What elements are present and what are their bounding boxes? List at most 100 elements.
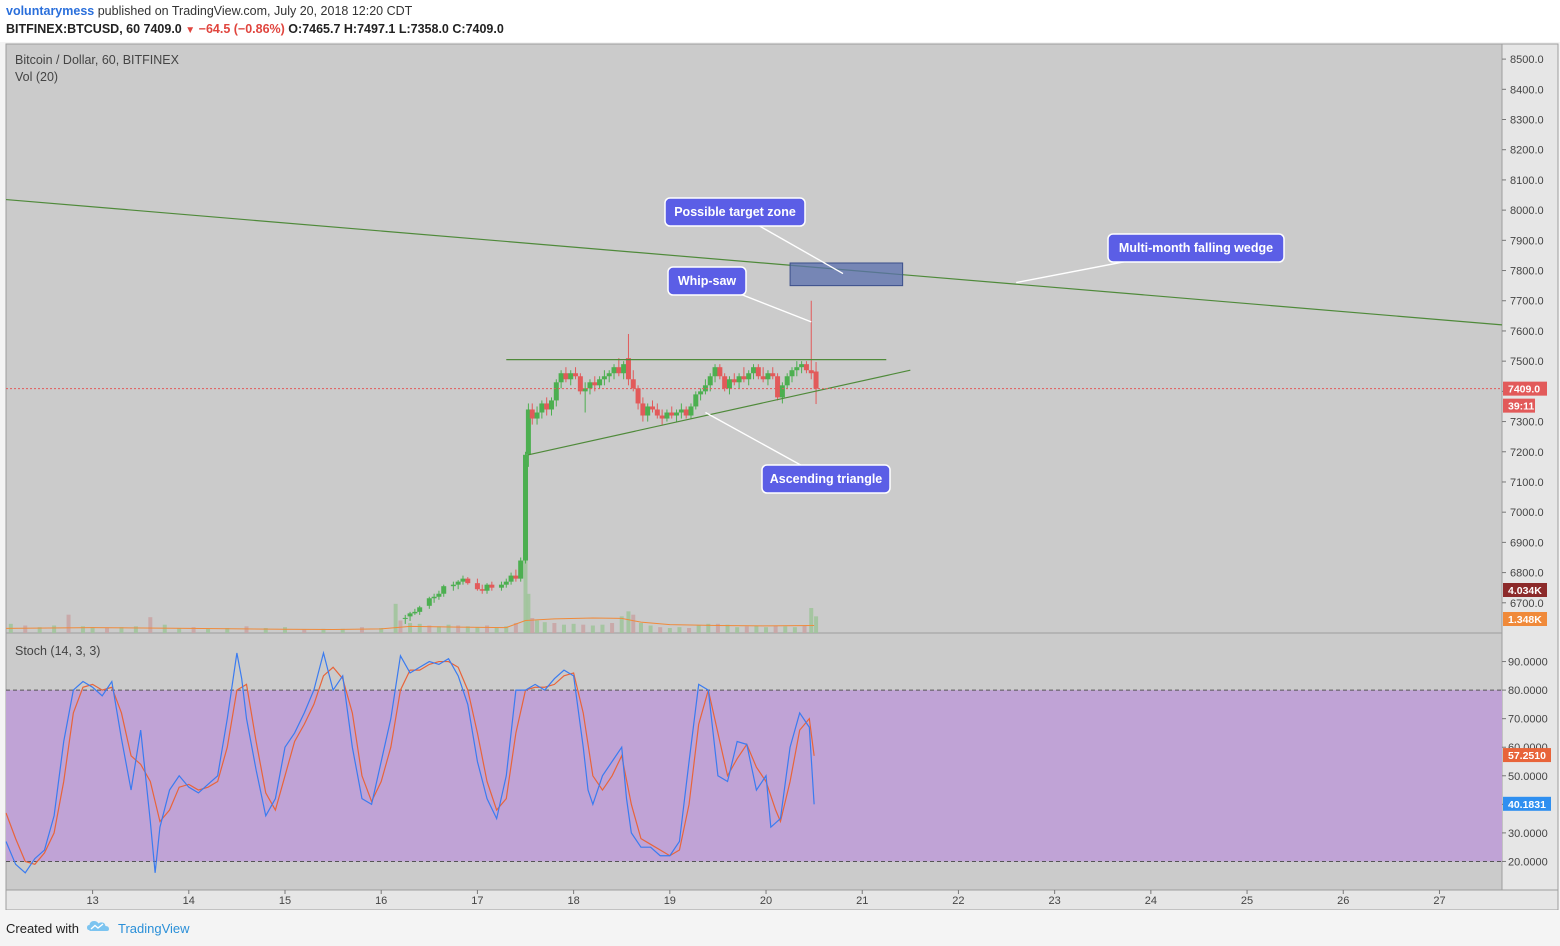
candle-up[interactable] bbox=[799, 364, 805, 368]
candle-up[interactable] bbox=[523, 454, 529, 561]
falling-wedge-line[interactable] bbox=[5, 198, 1503, 326]
candle-down[interactable] bbox=[760, 376, 766, 380]
candle-up[interactable] bbox=[503, 581, 509, 585]
candle-down[interactable] bbox=[489, 584, 495, 588]
candle-down[interactable] bbox=[731, 379, 737, 383]
candle-up[interactable] bbox=[548, 400, 554, 410]
triangle-callout-box[interactable] bbox=[761, 464, 891, 494]
whipsaw-callout-box[interactable] bbox=[667, 266, 747, 296]
candle-down[interactable] bbox=[563, 373, 569, 380]
candle-up[interactable] bbox=[417, 607, 423, 612]
candle-up[interactable] bbox=[736, 376, 742, 383]
candle-down[interactable] bbox=[770, 373, 776, 377]
candle-up[interactable] bbox=[688, 406, 694, 416]
candle-up[interactable] bbox=[678, 409, 684, 413]
price-pane[interactable] bbox=[5, 43, 1503, 634]
target-zone-callout-box[interactable] bbox=[664, 197, 806, 227]
candle-up[interactable] bbox=[431, 596, 437, 599]
price-axis[interactable] bbox=[1501, 43, 1559, 891]
candle-up[interactable] bbox=[746, 373, 752, 380]
candle-up[interactable] bbox=[674, 412, 680, 416]
candle-up[interactable] bbox=[407, 613, 413, 617]
candle-up[interactable] bbox=[789, 370, 795, 377]
candle-up[interactable] bbox=[441, 586, 447, 594]
candle-up[interactable] bbox=[621, 364, 627, 374]
author-link[interactable]: voluntarymess bbox=[6, 4, 95, 18]
candle-up[interactable] bbox=[455, 581, 461, 585]
candle-up[interactable] bbox=[518, 560, 524, 579]
candle-up[interactable] bbox=[726, 379, 732, 389]
candle-up[interactable] bbox=[779, 385, 785, 398]
candle-up[interactable] bbox=[426, 598, 432, 606]
candle-down[interactable] bbox=[775, 376, 781, 398]
candle-up[interactable] bbox=[558, 373, 564, 383]
candle-down[interactable] bbox=[654, 409, 660, 416]
candle-up[interactable] bbox=[587, 382, 593, 389]
candle-down[interactable] bbox=[669, 412, 675, 416]
candle-down[interactable] bbox=[803, 364, 809, 371]
candle-up[interactable] bbox=[765, 373, 771, 380]
candle-down[interactable] bbox=[616, 367, 622, 374]
candle-down[interactable] bbox=[465, 578, 471, 584]
candle-up[interactable] bbox=[568, 373, 574, 380]
candle-up[interactable] bbox=[751, 367, 757, 374]
time-axis[interactable] bbox=[5, 889, 1559, 910]
candle-down[interactable] bbox=[659, 415, 665, 419]
candle-up[interactable] bbox=[525, 409, 531, 455]
candle-down[interactable] bbox=[650, 406, 656, 410]
candle-down[interactable] bbox=[630, 379, 636, 389]
candle-down[interactable] bbox=[544, 403, 550, 410]
candle-down[interactable] bbox=[513, 575, 519, 579]
candle-up[interactable] bbox=[794, 367, 800, 371]
candle-up[interactable] bbox=[712, 367, 718, 377]
tradingview-logo-icon[interactable] bbox=[86, 918, 112, 934]
candle-down[interactable] bbox=[640, 403, 646, 416]
candle-down[interactable] bbox=[573, 373, 579, 377]
candle-up[interactable] bbox=[707, 376, 713, 386]
candle-down[interactable] bbox=[474, 583, 480, 590]
candle-up[interactable] bbox=[664, 412, 670, 419]
candle-up[interactable] bbox=[498, 584, 504, 588]
candle-down[interactable] bbox=[808, 370, 814, 374]
volume-bar bbox=[379, 628, 384, 633]
candle-up[interactable] bbox=[702, 385, 708, 392]
candle-up[interactable] bbox=[553, 382, 559, 401]
candle-up[interactable] bbox=[484, 584, 490, 591]
volume-bar bbox=[725, 624, 730, 633]
candle-down[interactable] bbox=[479, 589, 485, 591]
candle-up[interactable] bbox=[539, 403, 545, 413]
candle-down[interactable] bbox=[635, 388, 641, 404]
candle-up[interactable] bbox=[582, 388, 588, 392]
candle-up[interactable] bbox=[698, 391, 704, 395]
candle-up[interactable] bbox=[611, 367, 617, 374]
candle-up[interactable] bbox=[693, 394, 699, 407]
candle-down[interactable] bbox=[683, 409, 689, 416]
triangle-support-line[interactable] bbox=[528, 369, 911, 456]
candle-down[interactable] bbox=[577, 376, 583, 392]
candle-up[interactable] bbox=[645, 406, 651, 416]
wedge-callout-box[interactable] bbox=[1107, 233, 1285, 263]
candle-up[interactable] bbox=[508, 575, 514, 582]
candle-down[interactable] bbox=[722, 376, 728, 389]
last-price: 7409.0 bbox=[143, 22, 182, 36]
candle-down[interactable] bbox=[741, 376, 747, 380]
candle-down[interactable] bbox=[592, 382, 598, 386]
tradingview-brand-link[interactable]: TradingView bbox=[118, 921, 190, 936]
candle-up[interactable] bbox=[534, 412, 540, 419]
target-zone-box[interactable] bbox=[789, 262, 904, 287]
candle-up[interactable] bbox=[412, 611, 418, 614]
candle-up[interactable] bbox=[784, 376, 790, 386]
candle-up[interactable] bbox=[436, 593, 442, 597]
candle-down[interactable] bbox=[755, 367, 761, 377]
candle-up[interactable] bbox=[450, 584, 456, 587]
candle-down[interactable] bbox=[529, 409, 535, 419]
candle-up[interactable] bbox=[597, 379, 603, 386]
candle-up[interactable] bbox=[601, 376, 607, 380]
candle-down[interactable] bbox=[813, 371, 819, 389]
candle-up[interactable] bbox=[606, 373, 612, 377]
candle-up[interactable] bbox=[460, 578, 466, 582]
candle-up[interactable] bbox=[402, 617, 408, 619]
chart-canvas[interactable]: 6700.0 6800.0 6900.0 7000.0 7100.0 7200.0 7300… bbox=[0, 42, 1560, 910]
candle-down[interactable] bbox=[625, 358, 631, 380]
candle-down[interactable] bbox=[717, 367, 723, 377]
